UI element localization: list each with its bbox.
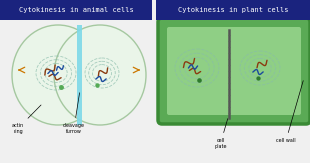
- Text: Cytokinesis in plant cells: Cytokinesis in plant cells: [178, 7, 288, 13]
- FancyBboxPatch shape: [167, 27, 301, 115]
- Text: actin
ring: actin ring: [12, 105, 41, 134]
- FancyBboxPatch shape: [156, 0, 310, 20]
- FancyBboxPatch shape: [158, 18, 310, 124]
- Ellipse shape: [12, 25, 104, 125]
- Text: cell
plate: cell plate: [214, 119, 228, 149]
- Text: Cytokinesis in animal cells: Cytokinesis in animal cells: [19, 7, 133, 13]
- Bar: [77, 25, 82, 125]
- Text: cell wall: cell wall: [276, 81, 303, 143]
- FancyBboxPatch shape: [0, 0, 152, 20]
- Text: cleavage
furrow: cleavage furrow: [63, 93, 85, 134]
- Ellipse shape: [54, 25, 146, 125]
